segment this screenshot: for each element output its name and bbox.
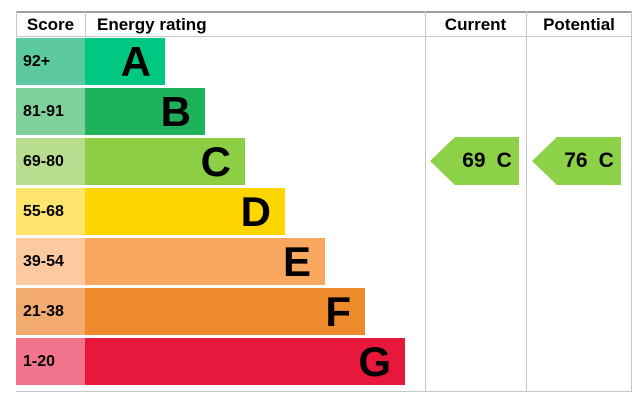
band-score-range: 39-54 [16, 238, 85, 285]
header-left-border [16, 11, 17, 37]
band-score-range: 21-38 [16, 288, 85, 335]
band-letter-bar: F [85, 288, 365, 335]
band-score-range: 55-68 [16, 188, 85, 235]
band-letter-bar: B [85, 88, 205, 135]
band-row-a: 92+ A [16, 38, 405, 85]
table-bottom-border [16, 391, 632, 392]
potential-column-header: Potential [543, 15, 615, 34]
band-row-f: 21-38 F [16, 288, 405, 335]
band-letter-bar: E [85, 238, 325, 285]
potential-band-letter: C [598, 149, 614, 172]
band-letter-bar: G [85, 338, 405, 385]
band-row-d: 55-68 D [16, 188, 405, 235]
header-bottom-border [16, 36, 632, 37]
table-right-border [631, 11, 632, 392]
band-score-range: 69-80 [16, 138, 85, 185]
band-row-c: 69-80 C [16, 138, 405, 185]
band-letter-bar: D [85, 188, 285, 235]
band-score-range: 1-20 [16, 338, 85, 385]
band-row-b: 81-91 B [16, 88, 405, 135]
table-top-border [16, 11, 632, 13]
current-rating-arrow: 69 C [430, 137, 519, 185]
energy-bands: 92+ A 81-91 B 69-80 C 55-68 D 39-54 E 21-38 F 1-20 G [16, 38, 405, 388]
potential-column-divider [526, 11, 527, 392]
band-row-g: 1-20 G [16, 338, 405, 385]
current-column-header: Current [444, 15, 507, 34]
band-letter-bar: C [85, 138, 245, 185]
potential-score-value: 76 [564, 149, 588, 172]
current-column-divider [425, 11, 426, 392]
band-row-e: 39-54 E [16, 238, 405, 285]
current-band-letter: C [496, 149, 512, 172]
current-score-value: 69 [462, 149, 486, 172]
score-column-divider [85, 11, 86, 37]
band-score-range: 92+ [16, 38, 85, 85]
band-score-range: 81-91 [16, 88, 85, 135]
score-column-header: Score [26, 15, 75, 34]
band-letter-bar: A [85, 38, 165, 85]
potential-rating-arrow: 76 C [532, 137, 621, 185]
energy-rating-header: Energy rating [97, 15, 207, 34]
